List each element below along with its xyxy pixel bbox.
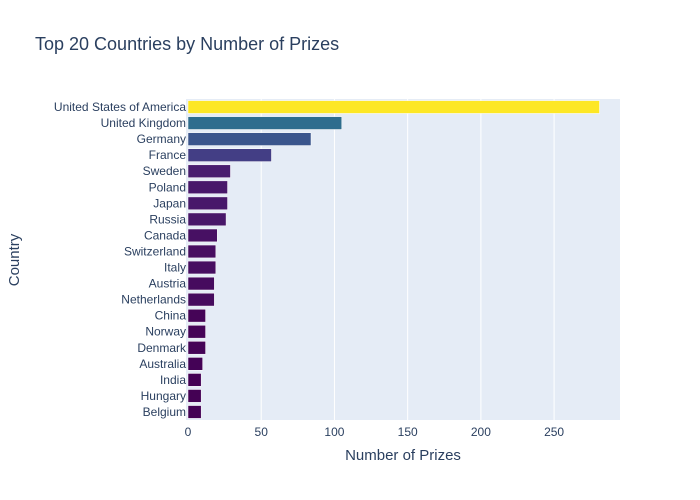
y-tick-label: India: [160, 373, 186, 387]
bar: [187, 100, 600, 114]
x-tick-label: 100: [324, 425, 344, 439]
x-tick-label: 200: [471, 425, 491, 439]
x-tick-label: 150: [398, 425, 418, 439]
bar: [187, 228, 218, 243]
y-tick-label: Canada: [144, 228, 186, 242]
y-tick-label: Japan: [153, 196, 186, 210]
x-tick-label: 250: [544, 425, 564, 439]
y-tick-label: Poland: [149, 180, 186, 194]
y-tick-label: United Kingdom: [101, 116, 186, 130]
y-tick-label: Netherlands: [121, 293, 186, 307]
bar: [187, 212, 227, 227]
bar: [187, 389, 202, 403]
bar: [187, 357, 203, 371]
y-tick-label: Russia: [149, 212, 186, 226]
y-tick-label: United States of America: [54, 100, 186, 114]
bar: [187, 196, 228, 210]
bar: [187, 405, 202, 419]
y-tick-label: Belgium: [143, 405, 186, 419]
y-axis-title: Country: [6, 233, 23, 286]
y-tick-label: France: [149, 148, 187, 162]
bar: [187, 341, 206, 355]
bar: [187, 292, 215, 307]
bar: [187, 132, 312, 146]
bar: [187, 276, 215, 291]
y-tick-labels: United States of America United Kingdom Ge…: [54, 100, 187, 419]
bar: [187, 373, 202, 387]
y-tick-label: Switzerland: [124, 244, 186, 258]
y-tick-label: Denmark: [137, 341, 187, 355]
x-tick-labels: 0 50 100 150 200 250: [185, 425, 565, 439]
x-axis-title: Number of Prizes: [345, 447, 461, 464]
bars: [187, 100, 600, 419]
bar: [187, 180, 228, 194]
y-tick-label: Italy: [164, 261, 186, 275]
x-tick-label: 50: [255, 425, 269, 439]
y-tick-label: Hungary: [141, 389, 186, 403]
chart-title: Top 20 Countries by Number of Prizes: [35, 34, 339, 54]
bar: [187, 116, 343, 130]
bar: [187, 244, 217, 259]
bar: [187, 309, 206, 323]
bar: [187, 148, 272, 162]
y-tick-label: Australia: [139, 357, 186, 371]
x-tick-label: 0: [185, 425, 192, 439]
gridlines: [260, 99, 555, 420]
plot-area: [186, 99, 620, 420]
bar: [187, 260, 217, 275]
bar: [187, 164, 231, 178]
y-tick-label: Sweden: [143, 164, 186, 178]
y-tick-label: Germany: [137, 132, 186, 146]
y-tick-label: Norway: [145, 325, 186, 339]
y-tick-label: Austria: [149, 277, 187, 291]
y-tick-label: China: [155, 309, 187, 323]
bar: [187, 325, 206, 339]
